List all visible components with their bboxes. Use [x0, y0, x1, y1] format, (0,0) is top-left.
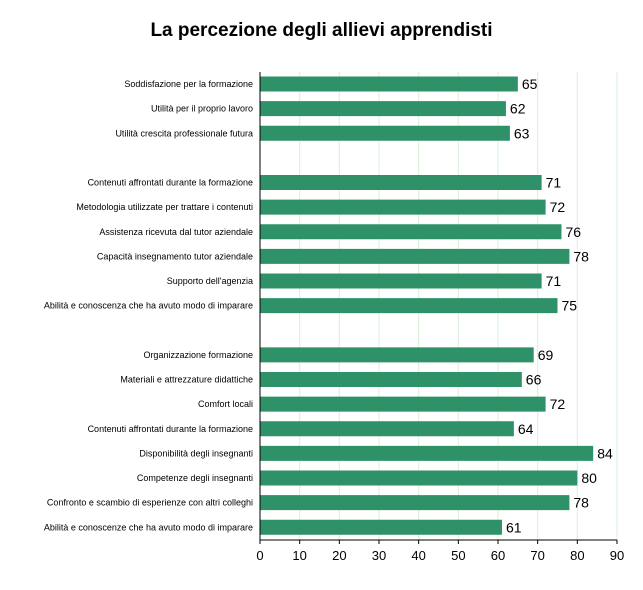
category-label: Soddisfazione per la formazione	[124, 79, 253, 89]
x-tick-label: 80	[570, 548, 584, 563]
data-label: 66	[526, 372, 542, 388]
bar	[260, 76, 518, 92]
category-label: Abilità e conoscenze che ha avuto modo d…	[44, 522, 253, 532]
x-tick-label: 10	[292, 548, 306, 563]
category-label: Confronto e scambio di esperienze con al…	[47, 498, 253, 508]
category-label: Abilità e conoscenza che ha avuto modo d…	[44, 301, 253, 311]
data-label: 80	[581, 470, 597, 486]
bar	[260, 519, 502, 535]
data-label: 63	[514, 125, 530, 141]
x-tick-label: 20	[332, 548, 346, 563]
category-label: Capacità insegnamento tutor aziendale	[97, 251, 253, 261]
bar	[260, 298, 558, 314]
category-label: Competenze degli insegnanti	[137, 473, 253, 483]
data-label: 78	[573, 248, 589, 264]
category-label: Contenuti affrontati durante la formazio…	[88, 424, 253, 434]
bar	[260, 125, 510, 141]
bar	[260, 445, 594, 461]
data-label: 71	[546, 273, 562, 289]
data-label: 61	[506, 519, 522, 535]
data-label: 84	[597, 445, 613, 461]
bar	[260, 175, 542, 190]
data-label: 65	[522, 76, 538, 92]
data-label: 76	[565, 224, 581, 240]
bar	[260, 495, 570, 511]
category-label: Assistenza ricevuta dal tutor aziendale	[99, 227, 253, 237]
bar	[260, 224, 562, 240]
x-tick-label: 50	[451, 548, 465, 563]
category-label: Utilità crescita professionale futura	[115, 128, 253, 138]
bar	[260, 470, 578, 486]
category-label: Utilità per il proprio lavoro	[151, 104, 253, 114]
data-label: 71	[546, 175, 562, 191]
bar	[260, 248, 570, 264]
data-label: 75	[562, 298, 578, 314]
category-label: Metodologia utilizzate per trattare i co…	[76, 202, 253, 212]
bar	[260, 421, 514, 437]
x-tick-label: 90	[610, 548, 624, 563]
bar	[260, 199, 546, 215]
data-label: 62	[510, 101, 526, 117]
x-tick-label: 70	[530, 548, 544, 563]
bar	[260, 396, 546, 412]
bar	[260, 347, 534, 363]
data-label: 64	[518, 421, 534, 437]
category-label: Contenuti affrontati durante la formazio…	[88, 178, 253, 188]
category-label: Organizzazione formazione	[143, 350, 253, 360]
category-label: Supporto dell'agenzia	[167, 276, 253, 286]
bar	[260, 273, 542, 289]
data-label: 78	[573, 495, 589, 511]
data-label: 72	[550, 396, 566, 412]
chart-title: La percezione degli allievi apprendisti	[150, 20, 493, 41]
category-label: Disponibilità degli insegnanti	[139, 448, 253, 458]
x-tick-label: 0	[256, 548, 263, 563]
bar	[260, 372, 522, 387]
x-tick-label: 30	[372, 548, 386, 563]
x-tick-label: 40	[411, 548, 425, 563]
category-label: Materiali e attrezzature didattiche	[120, 375, 253, 385]
category-label: Comfort locali	[198, 399, 253, 409]
bar	[260, 101, 506, 117]
data-label: 72	[550, 199, 566, 215]
data-label: 69	[538, 347, 554, 363]
x-tick-label: 60	[491, 548, 505, 563]
